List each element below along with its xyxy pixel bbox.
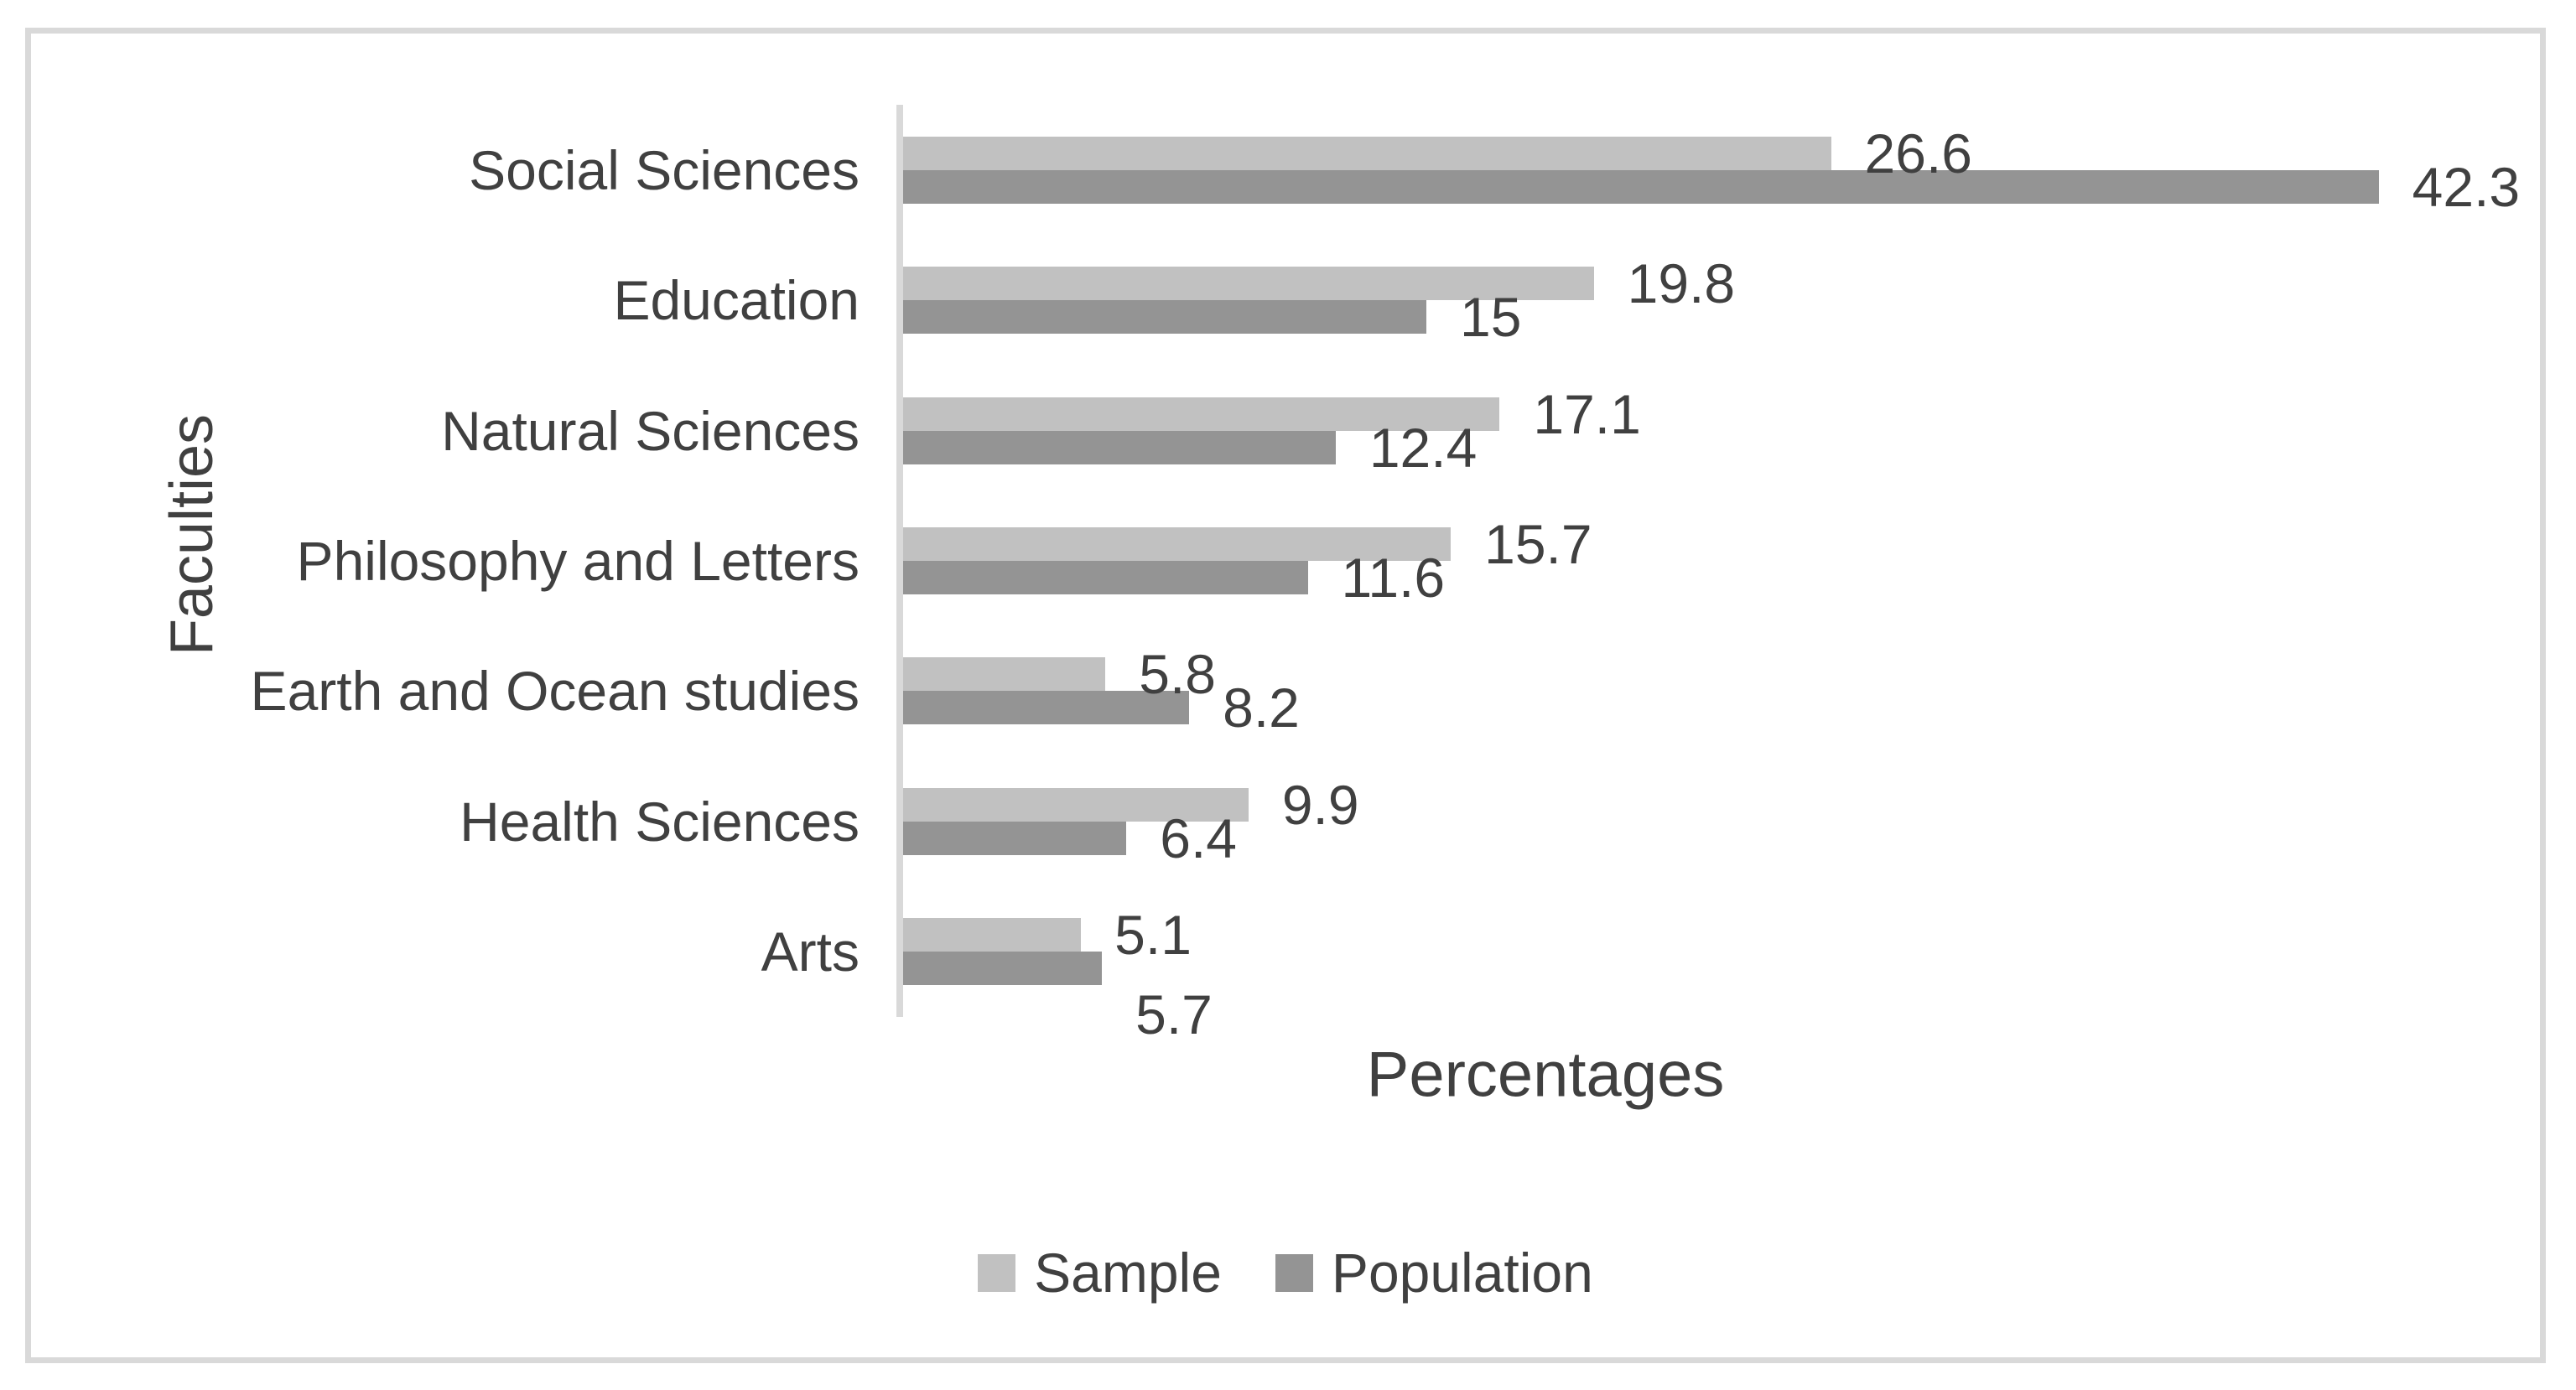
chart-frame: Faculties Social Sciences 26.6 42.3 Educ… — [25, 28, 2546, 1363]
population-bar — [903, 430, 1336, 464]
population-value-label: 11.6 — [1341, 546, 1446, 609]
sample-bar-line: 15.7 — [903, 513, 2532, 575]
sample-bar-line: 5.8 — [903, 643, 2532, 705]
sample-bar-line: 17.1 — [903, 383, 2532, 445]
population-bar — [903, 300, 1426, 335]
category-row: Health Sciences 9.9 6.4 — [31, 756, 2532, 887]
population-bar — [903, 821, 1127, 855]
population-bar — [903, 691, 1190, 725]
population-bar-line: 8.2 — [903, 677, 2532, 739]
population-bar-line: 12.4 — [903, 417, 2532, 479]
sample-bar-line: 5.1 — [903, 904, 2532, 966]
sample-value-label: 15.7 — [1484, 512, 1592, 575]
category-row: Philosophy and Letters 15.7 11.6 — [31, 495, 2532, 626]
category-label: Natural Sciences — [441, 399, 860, 462]
population-value-label: 15 — [1460, 286, 1522, 349]
sample-value-label: 5.8 — [1139, 643, 1217, 706]
population-bar-line: 5.7 — [903, 952, 2532, 1045]
category-bars: 9.9 6.4 — [896, 756, 2532, 887]
category-row: Earth and Ocean studies 5.8 8.2 — [31, 625, 2532, 757]
sample-bar — [903, 657, 1106, 692]
legend-item-population: Population — [1275, 1241, 1593, 1304]
sample-value-label: 9.9 — [1281, 773, 1359, 836]
sample-bar — [903, 397, 1500, 431]
category-label: Social Sciences — [469, 138, 860, 201]
plot-area: Social Sciences 26.6 42.3 Education 19.8… — [31, 105, 2532, 1045]
population-bar-line: 6.4 — [903, 807, 2532, 869]
sample-value-label: 17.1 — [1533, 382, 1641, 445]
population-swatch-icon — [1275, 1253, 1313, 1292]
sample-value-label: 5.1 — [1114, 904, 1192, 967]
population-bar — [903, 169, 2379, 204]
legend: Sample Population — [31, 1241, 2540, 1304]
population-value-label: 5.7 — [1135, 983, 1213, 1046]
category-bars: 5.1 5.7 — [896, 886, 2532, 1045]
category-bars: 19.8 15 — [896, 235, 2532, 366]
x-axis-title: Percentages — [1366, 1039, 1725, 1111]
category-row: Social Sciences 26.6 42.3 — [31, 105, 2532, 236]
legend-label-sample: Sample — [1034, 1242, 1222, 1304]
legend-label-population: Population — [1331, 1242, 1593, 1304]
population-value-label: 12.4 — [1368, 416, 1478, 479]
sample-bar — [903, 918, 1082, 952]
sample-bar-line: 9.9 — [903, 774, 2532, 836]
category-label: Health Sciences — [460, 790, 860, 853]
category-label: Education — [613, 269, 860, 332]
category-row: Arts 5.1 5.7 — [31, 886, 2532, 1045]
population-value-label: 6.4 — [1160, 807, 1237, 869]
population-bar-line: 15 — [903, 286, 2532, 348]
population-value-label: 42.3 — [2412, 155, 2521, 218]
category-bars: 17.1 12.4 — [896, 365, 2532, 496]
sample-value-label: 26.6 — [1864, 122, 1973, 184]
category-bars: 15.7 11.6 — [896, 495, 2532, 626]
category-bars: 26.6 42.3 — [896, 105, 2532, 236]
sample-bar-line: 26.6 — [903, 122, 2532, 184]
population-bar — [903, 560, 1308, 594]
category-label: Earth and Ocean studies — [250, 660, 860, 723]
population-bar-line: 42.3 — [903, 156, 2532, 218]
sample-swatch-icon — [978, 1253, 1016, 1292]
category-label: Arts — [761, 921, 860, 983]
category-row: Natural Sciences 17.1 12.4 — [31, 365, 2532, 496]
category-label: Philosophy and Letters — [296, 529, 860, 592]
population-bar-line: 11.6 — [903, 547, 2532, 609]
sample-bar — [903, 787, 1249, 822]
category-row: Education 19.8 15 — [31, 235, 2532, 366]
sample-bar — [903, 136, 1831, 170]
population-bar — [903, 952, 1103, 986]
population-value-label: 8.2 — [1223, 677, 1300, 739]
sample-bar — [903, 526, 1452, 561]
category-bars: 5.8 8.2 — [896, 625, 2532, 757]
sample-value-label: 19.8 — [1627, 252, 1736, 315]
sample-bar-line: 19.8 — [903, 252, 2532, 314]
legend-item-sample: Sample — [978, 1241, 1222, 1304]
sample-bar — [903, 267, 1594, 301]
